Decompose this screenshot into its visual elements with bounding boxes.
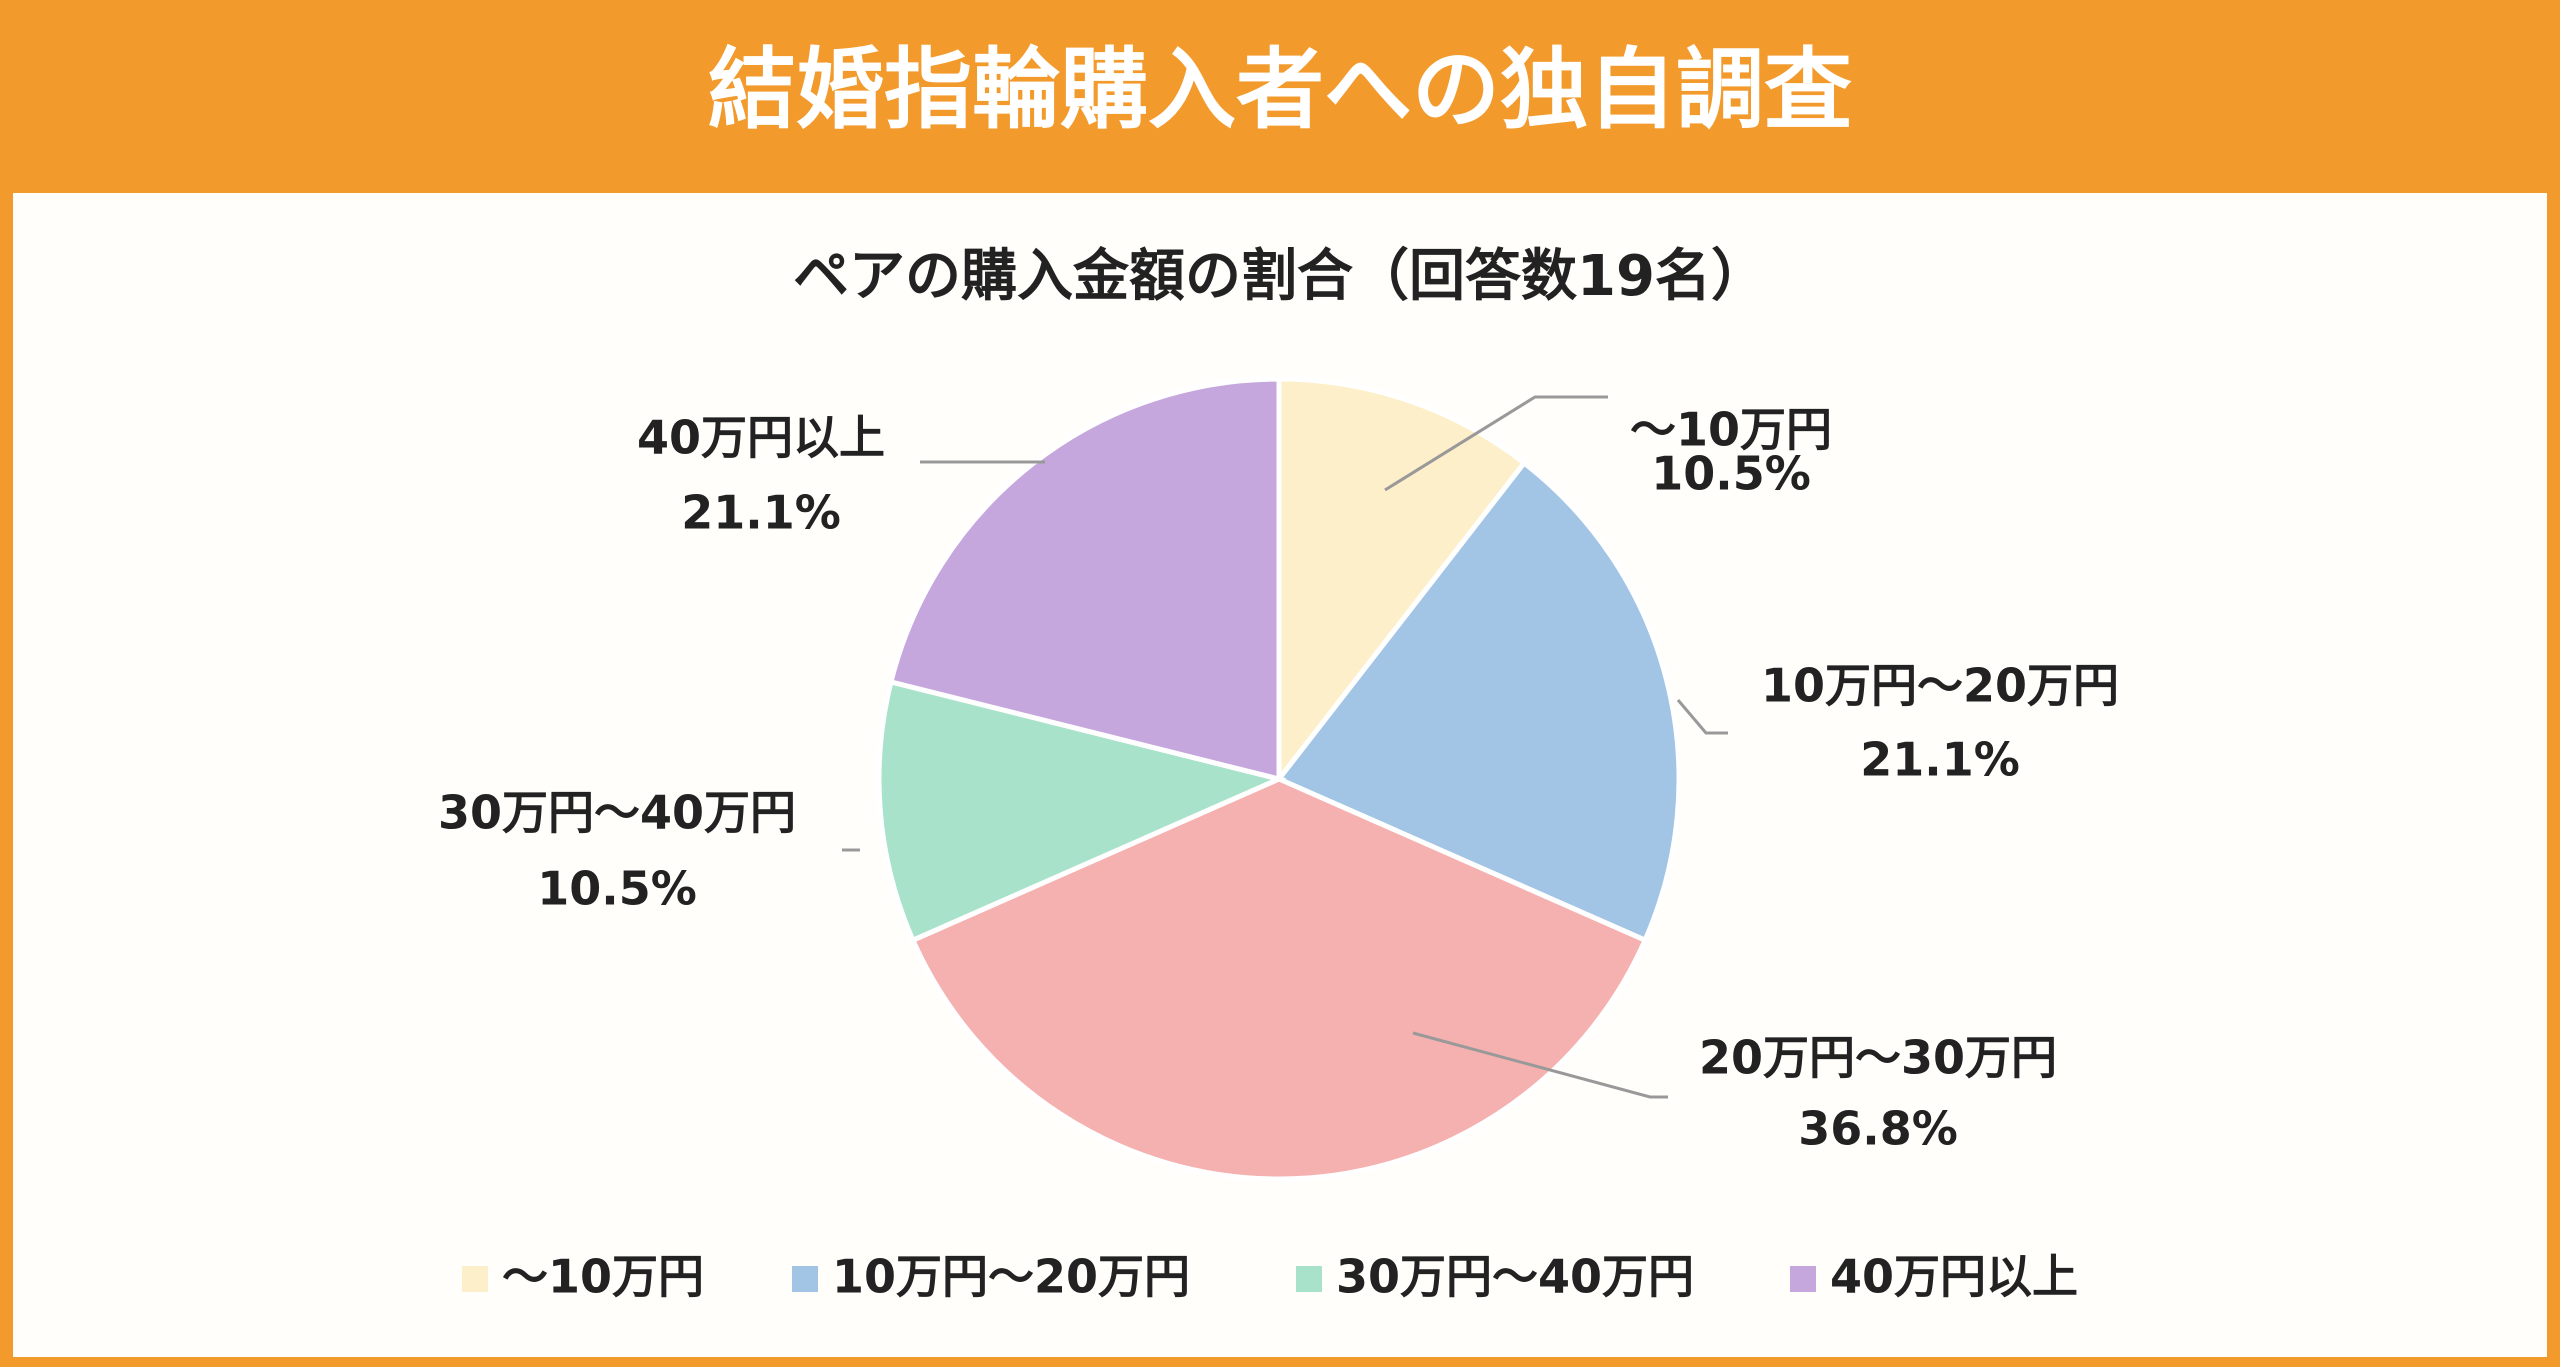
data-label: 10.5%	[1651, 447, 1811, 501]
slice-label: 10万円～20万円	[1761, 659, 2119, 713]
leader-line	[1384, 395, 1608, 492]
pie-slice	[887, 376, 1282, 783]
banner-title: 結婚指輪購入者への独自調査	[708, 38, 1852, 141]
legend-swatch	[792, 1266, 818, 1292]
legend-swatch	[1296, 1266, 1322, 1292]
data-label: 21.1%	[1860, 733, 2020, 787]
legend-label: 40万円以上	[1830, 1250, 2078, 1304]
pie-slice	[1276, 376, 1528, 787]
legend-swatch	[462, 1266, 488, 1292]
slice-label: ～10万円	[1630, 403, 1832, 457]
legend-label: 30万円～40万円	[1336, 1250, 1694, 1304]
pie-slice	[909, 776, 1649, 1182]
legend-label: 10万円～20万円	[832, 1250, 1190, 1304]
leader-line	[1676, 699, 1728, 735]
chart-title: ペアの購入金額の割合（回答数19名）	[793, 244, 1767, 309]
data-label: 10.5%	[537, 862, 697, 916]
data-label: 36.8%	[1798, 1102, 1958, 1156]
data-label: 21.1%	[681, 486, 841, 540]
slice-label: 20万円～30万円	[1699, 1031, 2057, 1085]
slice-label: 30万円～40万円	[438, 786, 796, 840]
pie-slice	[876, 678, 1287, 944]
slice-label: 40万円以上	[637, 411, 885, 465]
leader-line	[1412, 1031, 1668, 1099]
legend-swatch	[1790, 1266, 1816, 1292]
legend-label: ～10万円	[502, 1250, 704, 1304]
